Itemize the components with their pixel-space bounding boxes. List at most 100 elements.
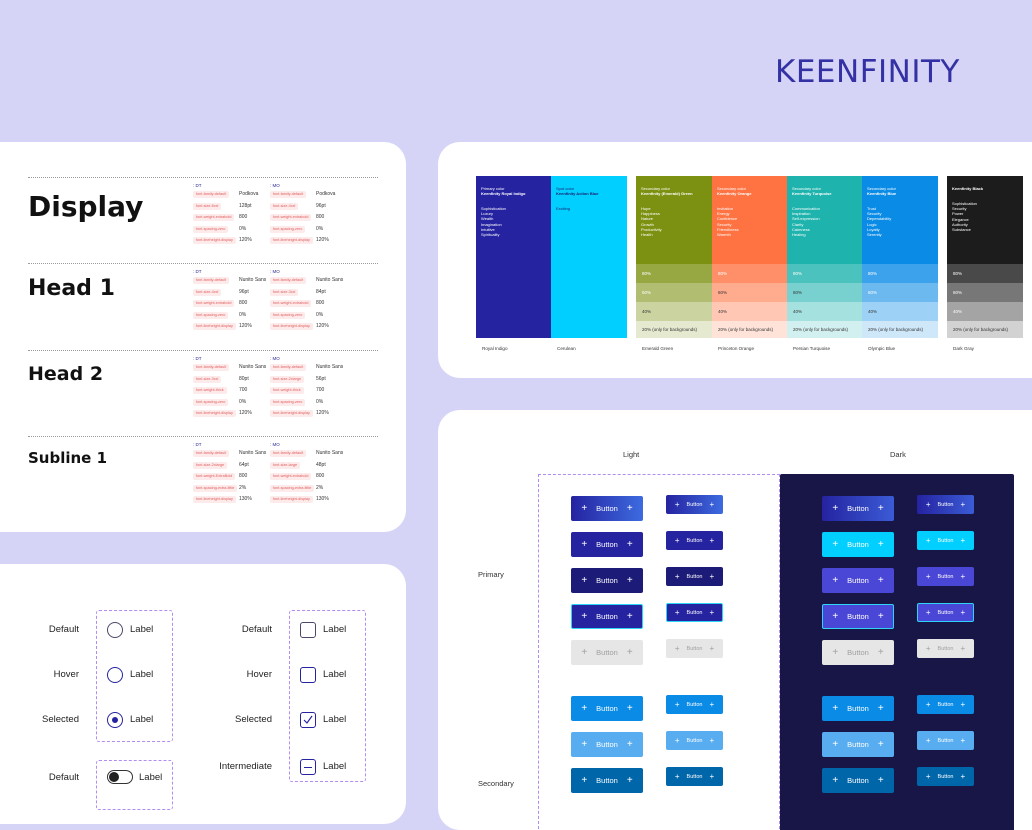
radio-label-default: Label [130, 624, 154, 635]
toggle-switch[interactable] [107, 770, 133, 784]
spec-line: font-spacing-zero 0% [193, 311, 273, 323]
token-value: 0% [239, 398, 247, 405]
button[interactable]: + Button + [917, 603, 974, 622]
button[interactable]: + Button + [571, 568, 643, 593]
color-descriptors: Trust Security Dependability Logic Loyal… [867, 206, 892, 238]
button-label: Button [596, 740, 618, 749]
plus-icon: + [832, 702, 839, 714]
color-swatch: Primary color Keenfinity Royal Indigo Soph… [476, 176, 551, 338]
button-label: Button [686, 501, 703, 508]
button[interactable]: + Button + [571, 640, 643, 665]
checkbox-default[interactable] [300, 622, 316, 638]
token-value: 0% [239, 225, 247, 232]
token-pill: font-weight-thick [270, 387, 304, 395]
button[interactable]: + Button + [822, 568, 894, 593]
color-tint: 80% [636, 264, 712, 283]
button[interactable]: + Button + [917, 639, 974, 658]
token-pill: font-size-4xxl [270, 202, 299, 210]
spec-line: font-family-default Nunito Sans [270, 276, 350, 288]
plus-icon: + [709, 535, 715, 545]
plus-icon: + [709, 499, 715, 509]
button[interactable]: + Button + [822, 532, 894, 557]
button[interactable]: + Button + [571, 532, 643, 557]
button[interactable]: + Button + [571, 496, 643, 521]
spec-line: font-size-2xlarge 56pt [270, 375, 350, 387]
button[interactable]: + Button + [917, 731, 974, 750]
button[interactable]: + Button + [822, 496, 894, 521]
plus-icon: + [960, 735, 966, 745]
radio-hover[interactable] [107, 667, 123, 683]
button[interactable]: + Button + [666, 495, 723, 514]
button[interactable]: + Button + [666, 767, 723, 786]
token-value: 130% [239, 496, 252, 503]
radio-default[interactable] [107, 622, 123, 638]
plus-icon: + [925, 571, 931, 581]
spec-line: font-size-large 48pt [270, 461, 350, 473]
button[interactable]: + Button + [822, 604, 894, 629]
button[interactable]: + Button + [917, 531, 974, 550]
color-title: Keenfinity (Emerald) Green [641, 191, 693, 196]
spec-line: font-lineheight-display 120% [270, 236, 350, 248]
color-descriptors: Sophistication Luxury Wealth Imagination… [481, 206, 506, 238]
token-pill: font-lineheight-display [193, 237, 236, 245]
button[interactable]: + Button + [666, 567, 723, 586]
button[interactable]: + Button + [822, 696, 894, 721]
plus-icon: + [960, 499, 966, 509]
spec-line: font-size-4xxl 96pt [270, 202, 350, 214]
radio-label-selected: Label [130, 714, 154, 725]
button[interactable]: + Button + [666, 639, 723, 658]
button[interactable]: + Button + [571, 732, 643, 757]
button[interactable]: + Button + [917, 567, 974, 586]
button[interactable]: + Button + [917, 695, 974, 714]
token-pill: font-lineheight-display [270, 410, 313, 418]
button[interactable]: + Button + [822, 732, 894, 757]
button-label: Button [847, 648, 869, 657]
plus-icon: + [709, 571, 715, 581]
button-label: Button [686, 573, 703, 580]
spec-line: font-lineheight-display 130% [270, 495, 350, 507]
checkbox-label-default: Label [323, 624, 347, 635]
token-pill: font-spacing-zero [193, 311, 229, 319]
button[interactable]: + Button + [822, 640, 894, 665]
color-descriptors: Hope Happiness Nature Growth Productivit… [641, 206, 662, 238]
token-value: 2% [316, 484, 324, 491]
token-pill: font-family-default [270, 450, 307, 457]
button[interactable]: + Button + [666, 695, 723, 714]
spec-line: font-weight-extrabold 800 [193, 299, 273, 311]
typography-rows: Display: DT font-family-default Podkova fon… [0, 142, 406, 532]
button[interactable]: + Button + [917, 767, 974, 786]
checkbox-intermediate[interactable] [300, 759, 316, 775]
button[interactable]: + Button + [822, 768, 894, 793]
plus-icon: + [832, 502, 839, 514]
token-value: 48pt [316, 461, 326, 468]
button[interactable]: + Button + [666, 731, 723, 750]
color-swatch: Secondary color Keenfinity Blue Trust Secu… [862, 176, 938, 338]
button-label: Button [937, 701, 954, 708]
button[interactable]: + Button + [666, 531, 723, 550]
color-tint: 20% (only for backgrounds) [787, 321, 862, 338]
button-label: Button [937, 501, 954, 508]
plus-icon: + [832, 774, 839, 786]
color-tint: 60% [787, 283, 862, 302]
button[interactable]: + Button + [917, 495, 974, 514]
plus-icon: + [626, 538, 633, 550]
button[interactable]: + Button + [571, 768, 643, 793]
radio-selected[interactable] [107, 712, 123, 728]
token-pill: font-weight-extrabold [193, 300, 235, 308]
checkbox-selected[interactable] [300, 712, 316, 728]
button[interactable]: + Button + [571, 604, 643, 629]
color-role: Secondary color [717, 186, 746, 191]
plus-icon: + [626, 646, 633, 658]
color-tint: 20% (only for backgrounds) [636, 321, 712, 338]
keenfinity-logo: KEENFINITY [775, 54, 960, 90]
button[interactable]: + Button + [571, 696, 643, 721]
checkbox-label-hover: Label [323, 669, 347, 680]
spec-line: font-weight-thick 700 [270, 386, 350, 398]
spec-line: font-family-default Nunito Sans [193, 363, 273, 375]
token-value: 800 [316, 214, 325, 221]
token-pill: font-size-2xlarge [270, 375, 305, 383]
token-value: Nunito Sans [239, 277, 267, 283]
button[interactable]: + Button + [666, 603, 723, 622]
checkbox-hover[interactable] [300, 667, 316, 683]
button-label: Button [686, 773, 703, 780]
